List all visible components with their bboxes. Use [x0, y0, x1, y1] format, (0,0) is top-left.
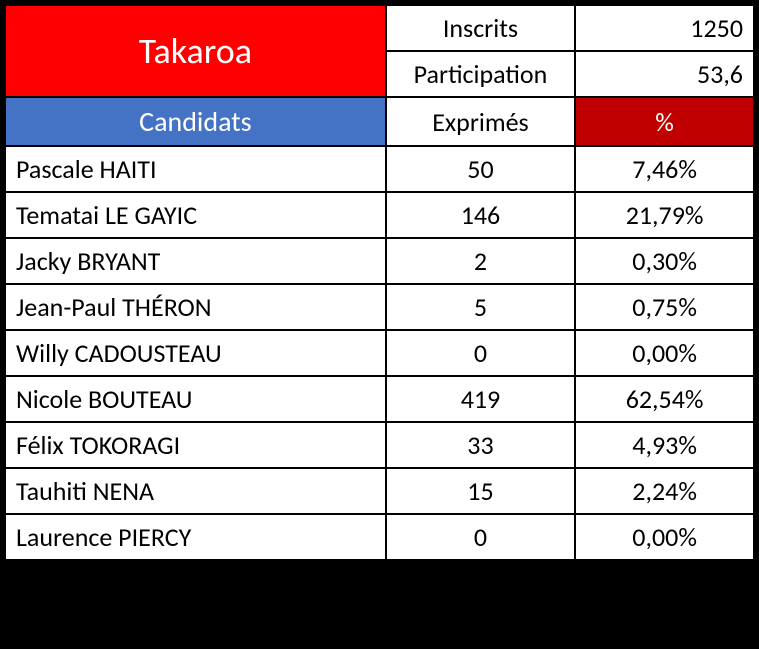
candidate-row: Jean-Paul THÉRON50,75%	[5, 284, 754, 330]
candidate-name: Pascale HAITI	[5, 146, 386, 192]
candidate-percent: 21,79%	[575, 192, 754, 238]
candidate-percent: 2,24%	[575, 468, 754, 514]
candidate-votes: 419	[386, 376, 575, 422]
candidate-percent: 62,54%	[575, 376, 754, 422]
candidate-votes: 0	[386, 514, 575, 560]
candidate-votes: 2	[386, 238, 575, 284]
participation-label: Participation	[386, 51, 575, 97]
results-table: Takaroa Inscrits 1250 Participation 53,6…	[4, 4, 755, 561]
candidate-row: Félix TOKORAGI334,93%	[5, 422, 754, 468]
candidate-votes: 50	[386, 146, 575, 192]
candidate-percent: 7,46%	[575, 146, 754, 192]
inscrits-value: 1250	[575, 5, 754, 51]
candidate-row: Jacky BRYANT20,30%	[5, 238, 754, 284]
candidate-percent: 0,75%	[575, 284, 754, 330]
candidate-name: Laurence PIERCY	[5, 514, 386, 560]
candidate-name: Tematai LE GAYIC	[5, 192, 386, 238]
candidate-percent: 0,30%	[575, 238, 754, 284]
candidate-row: Nicole BOUTEAU41962,54%	[5, 376, 754, 422]
candidate-percent: 0,00%	[575, 330, 754, 376]
candidate-name: Nicole BOUTEAU	[5, 376, 386, 422]
candidate-row: Laurence PIERCY00,00%	[5, 514, 754, 560]
candidate-row: Willy CADOUSTEAU00,00%	[5, 330, 754, 376]
candidate-row: Pascale HAITI507,46%	[5, 146, 754, 192]
header-exprimes: Exprimés	[386, 97, 575, 146]
candidate-name: Tauhiti NENA	[5, 468, 386, 514]
location-title: Takaroa	[5, 5, 386, 97]
header-candidats: Candidats	[5, 97, 386, 146]
header-percent: %	[575, 97, 754, 146]
candidate-percent: 0,00%	[575, 514, 754, 560]
candidate-votes: 146	[386, 192, 575, 238]
candidate-row: Tauhiti NENA152,24%	[5, 468, 754, 514]
candidate-row: Tematai LE GAYIC14621,79%	[5, 192, 754, 238]
candidate-name: Jean-Paul THÉRON	[5, 284, 386, 330]
candidate-percent: 4,93%	[575, 422, 754, 468]
candidate-name: Jacky BRYANT	[5, 238, 386, 284]
inscrits-label: Inscrits	[386, 5, 575, 51]
candidate-votes: 0	[386, 330, 575, 376]
participation-value: 53,6	[575, 51, 754, 97]
candidate-name: Félix TOKORAGI	[5, 422, 386, 468]
candidate-votes: 5	[386, 284, 575, 330]
candidate-name: Willy CADOUSTEAU	[5, 330, 386, 376]
candidate-votes: 33	[386, 422, 575, 468]
candidate-votes: 15	[386, 468, 575, 514]
